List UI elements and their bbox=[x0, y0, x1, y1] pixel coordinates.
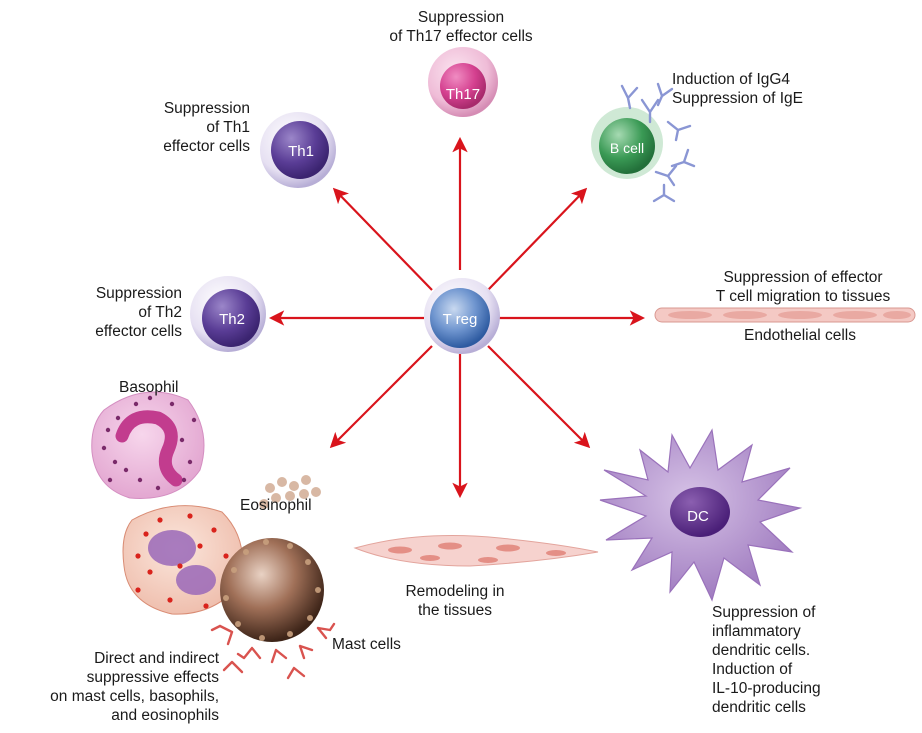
th1-cell: Th1 bbox=[260, 112, 336, 188]
label-dc: Suppression of inflammatory dendritic ce… bbox=[712, 604, 821, 716]
dendritic-cell: DC bbox=[599, 428, 803, 602]
treg-cell: T reg bbox=[424, 278, 500, 354]
label-th1: Suppression of Th1 effector cells bbox=[163, 100, 250, 155]
ige-antibodies bbox=[210, 622, 336, 680]
label-granulocytes: Direct and indirect suppressive effects … bbox=[50, 650, 219, 724]
th1-cell-label: Th1 bbox=[288, 143, 314, 160]
arrow-to-dc bbox=[487, 345, 591, 449]
arrow-to-granulocytes bbox=[329, 345, 433, 449]
bcell: B cell bbox=[591, 82, 696, 203]
arrow-to-bcell bbox=[487, 187, 588, 291]
th2-cell: Th2 bbox=[190, 276, 266, 352]
label-endothelial: Endothelial cells bbox=[743, 327, 856, 344]
th2-cell-label: Th2 bbox=[219, 311, 245, 328]
mast-cell bbox=[210, 475, 336, 680]
label-th17: Suppression of Th17 effector cells bbox=[389, 9, 533, 45]
endothelial-cells bbox=[654, 307, 916, 323]
label-th2: Suppression of Th2 effector cells bbox=[95, 285, 182, 340]
eosinophil bbox=[122, 505, 244, 615]
arrows bbox=[268, 136, 646, 499]
basophil bbox=[91, 391, 205, 499]
igg4-antibodies bbox=[620, 82, 696, 203]
label-basophil: Basophil bbox=[119, 379, 179, 396]
label-remodeling: Remodeling in the tissues bbox=[405, 583, 505, 619]
th17-cell: Th17 bbox=[428, 47, 498, 117]
label-tcell-migration: Suppression of effector T cell migration… bbox=[715, 269, 891, 305]
label-mast-cells: Mast cells bbox=[332, 636, 401, 653]
th17-cell-label: Th17 bbox=[446, 86, 480, 103]
tissue-fibroblasts bbox=[353, 535, 599, 567]
dc-label: DC bbox=[687, 508, 709, 525]
arrow-to-th1 bbox=[332, 187, 433, 291]
treg-label: T reg bbox=[443, 311, 478, 328]
label-eosinophil: Eosinophil bbox=[240, 497, 312, 514]
bcell-label: B cell bbox=[610, 140, 644, 156]
label-bcell: Induction of IgG4 Suppression of IgE bbox=[672, 71, 803, 107]
